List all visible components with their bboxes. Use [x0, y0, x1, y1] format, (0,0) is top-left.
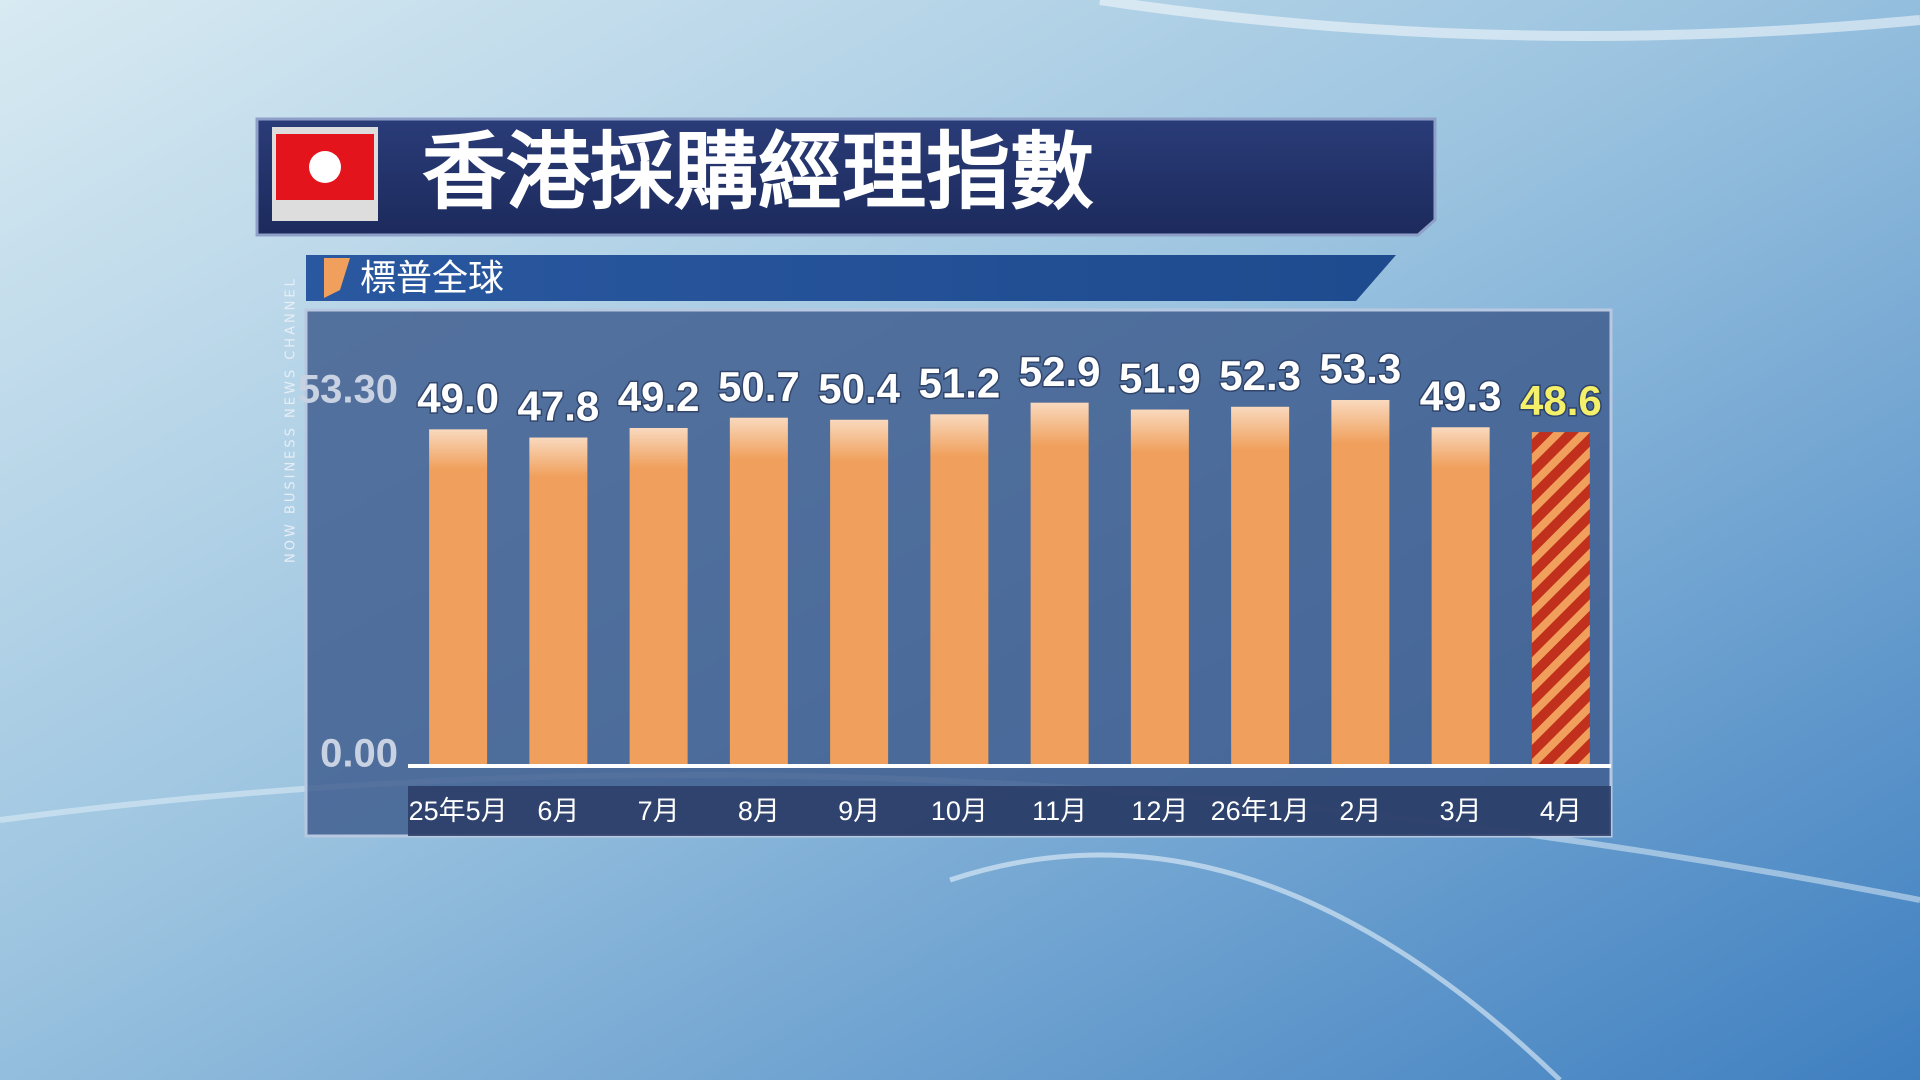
chart-subtitle: 標普全球: [360, 258, 504, 299]
bar-shine: [529, 437, 588, 764]
y-tick-label: 0.00: [320, 732, 398, 776]
decor-arc: [1099, 0, 1920, 41]
channel-label: NOW BUSINESS NEWS CHANNEL: [284, 276, 299, 563]
bar-shine: [1231, 406, 1290, 764]
value-label: 49.3: [1420, 372, 1502, 419]
x-tick-label: 4月: [1540, 796, 1582, 826]
value-label: 52.9: [1019, 348, 1101, 395]
value-label: 53.3: [1320, 345, 1402, 392]
decor-arc: [949, 852, 1562, 1080]
x-tick-label: 11月: [1032, 796, 1087, 826]
subtitle-bar: [306, 255, 1396, 301]
bar-shine: [1130, 409, 1189, 764]
x-tick-label: 7月: [638, 796, 680, 826]
value-label: 47.8: [518, 383, 600, 430]
bar-shine: [729, 417, 788, 764]
bar-shine: [429, 429, 488, 764]
value-label: 49.0: [417, 374, 499, 421]
bar-shine: [1331, 400, 1390, 764]
bar-shine: [629, 428, 688, 764]
bar-shine: [1431, 427, 1490, 764]
value-label: 48.6: [1520, 377, 1602, 424]
x-tick-label: 25年5月: [409, 796, 508, 826]
x-tick-label: 2月: [1339, 796, 1381, 826]
subtitle-marker: [324, 258, 350, 298]
flag-emblem: [309, 151, 341, 183]
title-bar: [255, 117, 1437, 237]
value-label: 52.3: [1219, 352, 1301, 399]
bar: [1531, 432, 1590, 764]
value-label: 50.7: [718, 363, 800, 410]
x-tick-label: 26年1月: [1211, 796, 1310, 826]
chart-title: 香港採購經理指數: [422, 123, 1094, 221]
x-tick-label: 10月: [931, 796, 988, 826]
bar-shine: [930, 414, 989, 764]
value-label: 51.2: [919, 359, 1001, 406]
bar-shine: [1030, 402, 1089, 764]
x-tick-label: 12月: [1131, 796, 1188, 826]
x-tick-label: 6月: [537, 796, 579, 826]
value-label: 50.4: [818, 365, 900, 412]
bar-shine: [830, 419, 889, 764]
value-label: 51.9: [1119, 355, 1201, 402]
y-tick-label: 53.30: [298, 368, 398, 412]
x-tick-label: 9月: [838, 796, 880, 826]
x-tick-label: 8月: [738, 796, 780, 826]
x-label-band: [408, 786, 1611, 836]
value-label: 49.2: [618, 373, 700, 420]
x-tick-label: 3月: [1440, 796, 1482, 826]
